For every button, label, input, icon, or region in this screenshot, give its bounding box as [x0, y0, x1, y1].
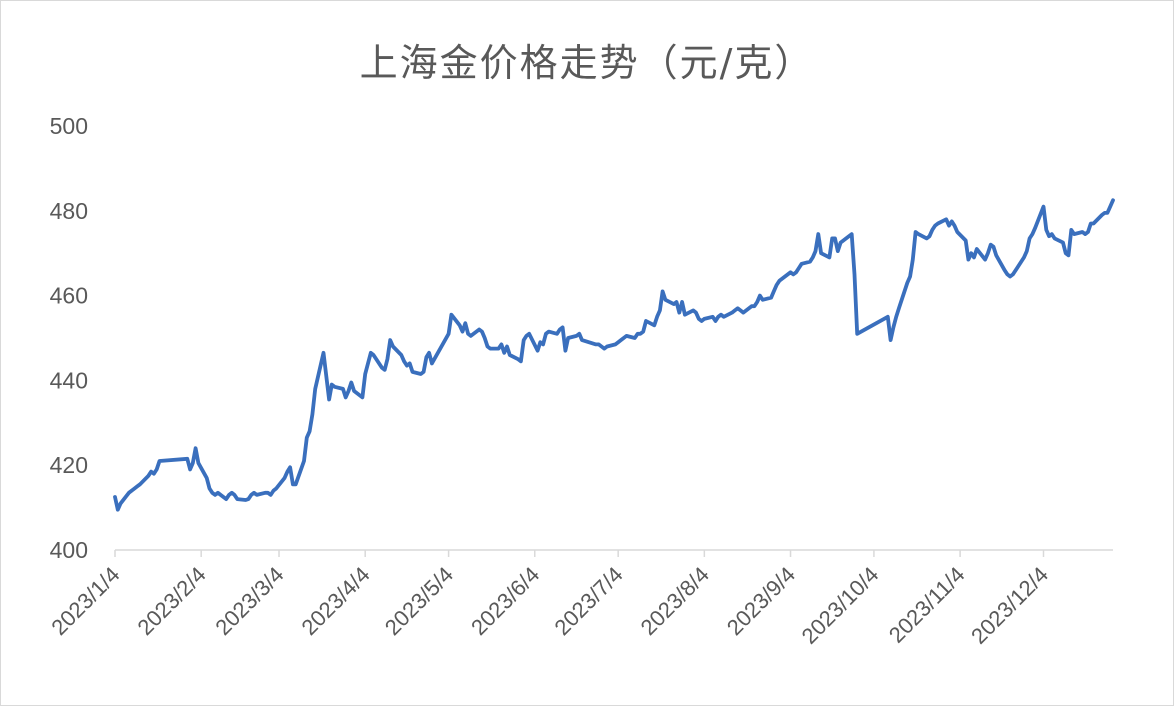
x-axis: 2023/1/4 2023/2/4 2023/3/4 2023/4/4 2023/5/4… — [46, 549, 1113, 649]
x-tick-label: 2023/12/4 — [966, 562, 1053, 649]
x-tick-label: 2023/7/4 — [549, 562, 627, 640]
y-tick-label: 460 — [50, 283, 88, 309]
chart-title: 上海金价格走势（元/克） — [359, 41, 815, 85]
y-tick-label: 440 — [50, 367, 88, 393]
x-tick-label: 2023/8/4 — [636, 562, 714, 640]
y-tick-label: 400 — [50, 537, 88, 563]
series-line — [113, 198, 1115, 512]
y-tick-label: 420 — [50, 452, 88, 478]
x-tick-label: 2023/4/4 — [296, 562, 374, 640]
x-tick-label: 2023/2/4 — [132, 562, 210, 640]
x-tick-label: 2023/10/4 — [797, 562, 884, 649]
y-tick-label: 500 — [50, 113, 88, 139]
x-tick-label: 2023/5/4 — [380, 562, 458, 640]
x-tick-label: 2023/3/4 — [210, 562, 288, 640]
x-tick-label: 2023/9/4 — [722, 562, 800, 640]
x-tick-label: 2023/11/4 — [884, 562, 970, 648]
y-tick-label: 480 — [50, 198, 88, 224]
y-axis: 400 420 440 460 480 500 — [50, 113, 88, 563]
x-tick-label: 2023/1/4 — [46, 562, 124, 640]
x-tick-label: 2023/6/4 — [466, 562, 544, 640]
